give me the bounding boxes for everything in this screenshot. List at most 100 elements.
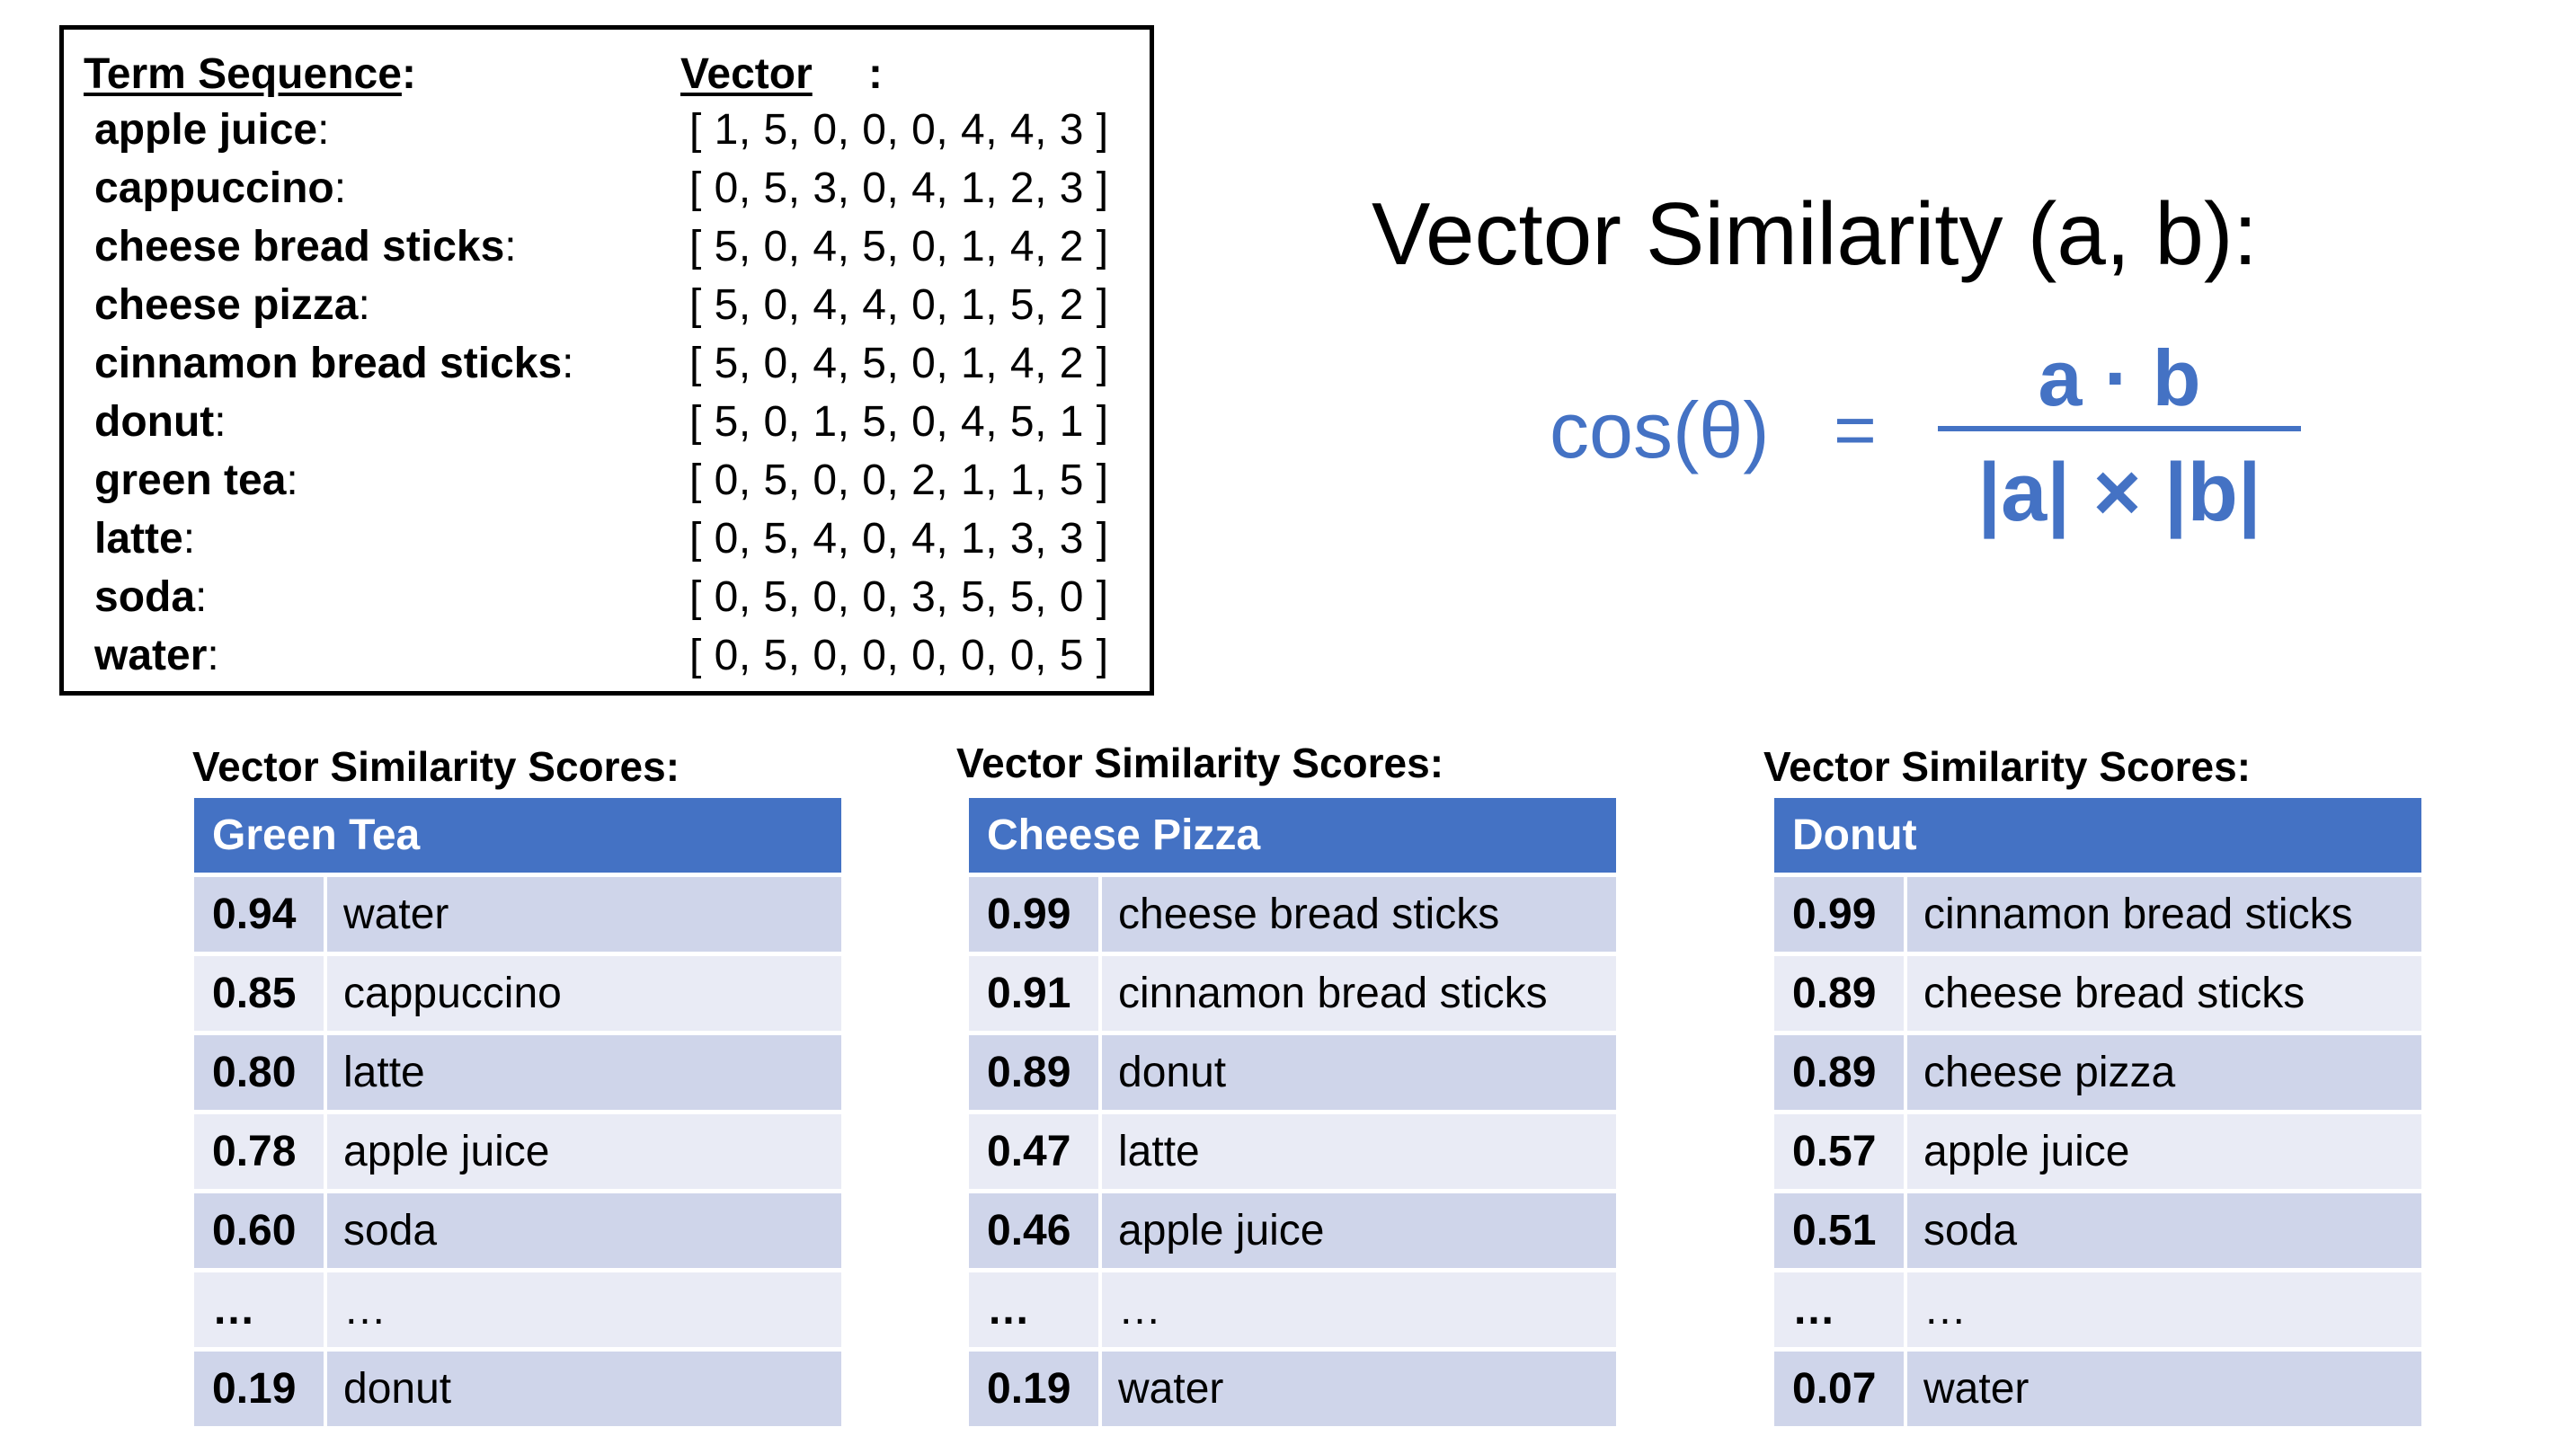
vector-row: [ 5, 0, 4, 4, 0, 1, 5, 2 ] bbox=[689, 281, 1109, 329]
similar-term: … bbox=[1100, 1268, 1616, 1350]
similarity-score: 0.85 bbox=[194, 952, 327, 1033]
similarity-score: 0.07 bbox=[1774, 1347, 1907, 1426]
similar-term: cheese bread sticks bbox=[1905, 952, 2421, 1033]
similar-term: soda bbox=[325, 1189, 841, 1271]
similarity-score: 0.19 bbox=[194, 1347, 327, 1426]
similarity-score: 0.91 bbox=[969, 952, 1102, 1033]
vector-row: [ 5, 0, 4, 5, 0, 1, 4, 2 ] bbox=[689, 340, 1109, 387]
term-row: cheese bread sticks: bbox=[94, 223, 517, 270]
similar-term: … bbox=[325, 1268, 841, 1350]
formula-title: Vector Similarity (a, b): bbox=[1372, 184, 2258, 283]
table-row: 0.60 soda bbox=[194, 1189, 841, 1271]
score-table-title: Cheese Pizza bbox=[969, 798, 1616, 877]
score-table-label: Vector Similarity Scores: bbox=[192, 743, 680, 790]
vector-header: Vector bbox=[680, 50, 813, 98]
similarity-score: 0.99 bbox=[969, 873, 1102, 954]
similar-term: cheese pizza bbox=[1905, 1031, 2421, 1113]
table-row: 0.19 donut bbox=[194, 1347, 841, 1426]
similar-term: water bbox=[1100, 1347, 1616, 1426]
similarity-score: 0.46 bbox=[969, 1189, 1102, 1271]
table-row: 0.78 apple juice bbox=[194, 1110, 841, 1192]
table-row: 0.91 cinnamon bread sticks bbox=[969, 952, 1616, 1033]
table-row: 0.46 apple juice bbox=[969, 1189, 1616, 1271]
similar-term: soda bbox=[1905, 1189, 2421, 1271]
similarity-score: 0.47 bbox=[969, 1110, 1102, 1192]
similar-term: apple juice bbox=[325, 1110, 841, 1192]
formula-denominator: |a| × |b| bbox=[1977, 447, 2261, 538]
table-row: …… bbox=[194, 1268, 841, 1350]
table-row: 0.07 water bbox=[1774, 1347, 2421, 1426]
similarity-score: 0.89 bbox=[1774, 1031, 1907, 1113]
term-row: soda: bbox=[94, 573, 208, 621]
score-table-green-tea: Green Tea 0.94 water 0.85 cappuccino 0.80 l… bbox=[194, 798, 841, 1426]
score-table-title: Donut bbox=[1774, 798, 2421, 877]
similarity-score: 0.78 bbox=[194, 1110, 327, 1192]
similar-term: donut bbox=[325, 1347, 841, 1426]
fraction-bar bbox=[1938, 426, 2301, 431]
similarity-score: 0.99 bbox=[1774, 873, 1907, 954]
similar-term: … bbox=[1905, 1268, 2421, 1350]
table-row: 0.19 water bbox=[969, 1347, 1616, 1426]
table-row: 0.89 cheese pizza bbox=[1774, 1031, 2421, 1113]
similarity-score: … bbox=[969, 1268, 1102, 1350]
table-row: 0.89 cheese bread sticks bbox=[1774, 952, 2421, 1033]
similarity-score: 0.51 bbox=[1774, 1189, 1907, 1271]
similar-term: apple juice bbox=[1100, 1189, 1616, 1271]
vector-row: [ 0, 5, 4, 0, 4, 1, 3, 3 ] bbox=[689, 515, 1109, 563]
similarity-score: 0.60 bbox=[194, 1189, 327, 1271]
formula-lhs: cos(θ) bbox=[1550, 386, 1770, 474]
similarity-score: 0.80 bbox=[194, 1031, 327, 1113]
table-row: 0.99 cheese bread sticks bbox=[969, 873, 1616, 954]
term-row: cheese pizza: bbox=[94, 281, 370, 329]
similarity-score: 0.19 bbox=[969, 1347, 1102, 1426]
formula-numerator: a · b bbox=[2038, 333, 2201, 422]
table-row: 0.85 cappuccino bbox=[194, 952, 841, 1033]
table-row: 0.57 apple juice bbox=[1774, 1110, 2421, 1192]
vector-row: [ 0, 5, 0, 0, 2, 1, 1, 5 ] bbox=[689, 457, 1109, 504]
similar-term: donut bbox=[1100, 1031, 1616, 1113]
score-table-cheese-pizza: Cheese Pizza 0.99 cheese bread sticks 0.9… bbox=[969, 798, 1616, 1426]
similarity-score: 0.89 bbox=[1774, 952, 1907, 1033]
similar-term: latte bbox=[325, 1031, 841, 1113]
similar-term: water bbox=[325, 873, 841, 954]
vector-row: [ 1, 5, 0, 0, 0, 4, 4, 3 ] bbox=[689, 106, 1109, 154]
term-vector-box: Term Sequence: Vector: apple juice: [ 1,… bbox=[59, 25, 1154, 696]
term-row: cappuccino: bbox=[94, 164, 347, 212]
table-row: 0.80 latte bbox=[194, 1031, 841, 1113]
table-row: 0.94 water bbox=[194, 873, 841, 954]
vector-row: [ 0, 5, 3, 0, 4, 1, 2, 3 ] bbox=[689, 164, 1109, 212]
term-sequence-header: Term Sequence bbox=[84, 50, 402, 98]
table-row: …… bbox=[1774, 1268, 2421, 1350]
similarity-score: 0.94 bbox=[194, 873, 327, 954]
table-row: 0.89 donut bbox=[969, 1031, 1616, 1113]
similar-term: apple juice bbox=[1905, 1110, 2421, 1192]
term-row: apple juice: bbox=[94, 106, 330, 154]
similar-term: cappuccino bbox=[325, 952, 841, 1033]
score-table-donut: Donut 0.99 cinnamon bread sticks 0.89 chee… bbox=[1774, 798, 2421, 1426]
vector-row: [ 5, 0, 1, 5, 0, 4, 5, 1 ] bbox=[689, 398, 1109, 446]
vector-row: [ 0, 5, 0, 0, 3, 5, 5, 0 ] bbox=[689, 573, 1109, 621]
table-row: 0.51 soda bbox=[1774, 1189, 2421, 1271]
term-row: green tea: bbox=[94, 457, 298, 504]
term-row: latte: bbox=[94, 515, 196, 563]
term-row: donut: bbox=[94, 398, 227, 446]
table-row: …… bbox=[969, 1268, 1616, 1350]
table-row: 0.99 cinnamon bread sticks bbox=[1774, 873, 2421, 954]
similarity-score: 0.89 bbox=[969, 1031, 1102, 1113]
term-row: water: bbox=[94, 632, 219, 679]
similarity-score: … bbox=[1774, 1268, 1907, 1350]
similar-term: cinnamon bread sticks bbox=[1100, 952, 1616, 1033]
similar-term: water bbox=[1905, 1347, 2421, 1426]
similar-term: cheese bread sticks bbox=[1100, 873, 1616, 954]
similarity-score: … bbox=[194, 1268, 327, 1350]
score-table-title: Green Tea bbox=[194, 798, 841, 877]
similarity-score: 0.57 bbox=[1774, 1110, 1907, 1192]
score-table-label: Vector Similarity Scores: bbox=[956, 740, 1444, 786]
vector-row: [ 0, 5, 0, 0, 0, 0, 0, 5 ] bbox=[689, 632, 1109, 679]
term-row: cinnamon bread sticks: bbox=[94, 340, 574, 387]
similar-term: latte bbox=[1100, 1110, 1616, 1192]
vector-row: [ 5, 0, 4, 5, 0, 1, 4, 2 ] bbox=[689, 223, 1109, 270]
score-table-label: Vector Similarity Scores: bbox=[1763, 743, 2252, 790]
formula-equals: = bbox=[1834, 389, 1877, 471]
table-row: 0.47 latte bbox=[969, 1110, 1616, 1192]
